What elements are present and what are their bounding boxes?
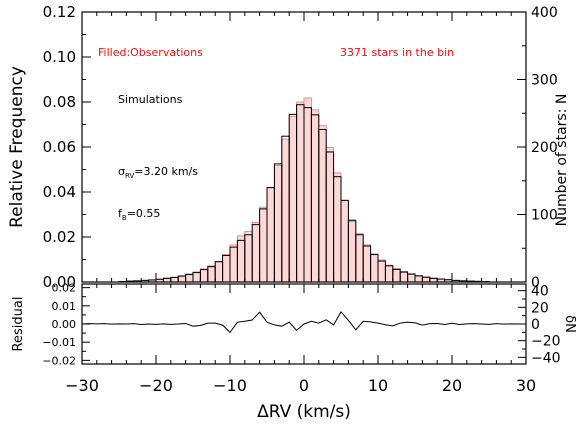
filled-observations-label: Filled:Observations	[98, 46, 203, 59]
observation-bar	[281, 138, 290, 283]
bottom-ticks	[81, 284, 527, 364]
delta-n-tick-label: 20	[531, 300, 549, 316]
observation-bar	[192, 271, 201, 283]
observation-bar	[288, 116, 298, 283]
y-tick-label: 0.06	[43, 138, 76, 156]
observation-bar	[303, 97, 312, 283]
y-axis-title: Relative Frequency	[7, 66, 27, 228]
sigma-subscript: RV	[125, 172, 134, 180]
top-ticks	[81, 11, 527, 283]
x-tick-label: 0	[299, 376, 309, 395]
y2-tick-label: 400	[531, 5, 558, 21]
observation-bar	[199, 268, 209, 283]
observation-bar	[407, 273, 416, 283]
observation-bar	[273, 165, 283, 283]
top-y2-tick-labels: 0 100 200 300 400	[531, 5, 558, 291]
observation-bar	[362, 244, 372, 283]
observation-bar	[340, 200, 349, 283]
y2-axis-title: Number of stars: N	[554, 94, 570, 227]
y-tick-label: 0.08	[43, 93, 76, 111]
observation-bar	[296, 101, 305, 283]
observation-bar	[377, 259, 386, 283]
observation-bar	[229, 244, 238, 283]
x-tick-label: −20	[139, 376, 173, 395]
observation-bar	[325, 147, 335, 283]
sigma-rv-label: σRV=3.20 km/s	[118, 165, 198, 180]
observation-bar	[222, 254, 231, 283]
observation-bar	[392, 268, 401, 283]
observation-bar	[347, 219, 357, 283]
top-y-tick-labels: 0.00 0.02 0.04 0.06 0.08 0.10 0.12	[43, 3, 76, 291]
y-tick-label: 0.00	[43, 273, 76, 291]
y2-tick-label: 0	[531, 275, 540, 291]
delta-n-tick-label: −40	[531, 350, 561, 366]
delta-n-tick-label: 0	[531, 317, 540, 333]
sigma-value: =3.20 km/s	[134, 165, 198, 178]
observation-bar	[244, 230, 253, 283]
delta-n-tick-label: −20	[531, 334, 561, 350]
top-panel: 0.00 0.02 0.04 0.06 0.08 0.10 0.12 0 100 200 300 4…	[7, 3, 570, 291]
x-tick-label: −30	[65, 376, 99, 395]
observation-bar	[251, 221, 260, 283]
simulations-label: Simulations	[118, 93, 183, 106]
x-axis-title: ΔRV (km/s)	[257, 402, 351, 422]
observation-bar	[355, 233, 364, 283]
observation-bar	[333, 172, 342, 283]
delta-n-axis-title: δN	[562, 315, 577, 333]
fb-subscript: B	[122, 214, 127, 222]
bottom-y-tick-labels: 0.02 0.01 0.00 −0.01 −0.02	[42, 282, 76, 368]
x-tick-label: 30	[516, 376, 536, 395]
star-count-label: 3371 stars in the bin	[340, 46, 454, 59]
delta-n-tick-label: 40	[531, 284, 549, 300]
observation-bar	[214, 260, 223, 283]
residual-line	[81, 310, 526, 334]
y-tick-label: 0.02	[43, 228, 76, 246]
x-tick-label: −10	[213, 376, 247, 395]
x-tick-label: 20	[442, 376, 462, 395]
y2-tick-label: 200	[531, 140, 558, 156]
observation-bar	[266, 187, 275, 283]
observation-bar	[185, 273, 194, 283]
observation-bar	[207, 265, 216, 283]
y2-tick-label: 300	[531, 73, 558, 89]
observation-bar	[370, 253, 379, 283]
fb-symbol: f	[118, 207, 123, 220]
x-tick-label: 10	[368, 376, 388, 395]
y-tick-label: 0.12	[43, 3, 76, 21]
residual-axis-title: Residual	[11, 297, 26, 352]
residual-tick-label: 0.02	[52, 282, 77, 295]
y-tick-label: 0.04	[43, 183, 76, 201]
observation-bar	[414, 275, 423, 283]
fb-label: fB=0.55	[118, 207, 160, 222]
simulation-outline	[118, 104, 490, 283]
fb-value: =0.55	[127, 207, 161, 220]
y2-tick-label: 100	[531, 208, 558, 224]
residual-tick-label: −0.02	[42, 354, 76, 367]
observation-bar	[399, 271, 409, 283]
observation-bar	[259, 206, 268, 283]
observation-bar	[310, 109, 320, 283]
observation-bar	[384, 264, 394, 283]
residual-tick-label: 0.01	[52, 300, 77, 313]
y-tick-label: 0.10	[43, 48, 76, 66]
observation-bar	[236, 235, 246, 283]
observation-bar	[318, 125, 327, 283]
residual-tick-label: −0.01	[42, 336, 76, 349]
residual-tick-label: 0.00	[52, 318, 77, 331]
sigma-symbol: σ	[118, 165, 125, 178]
x-tick-labels: −30 −20 −10 0 10 20 30	[65, 376, 536, 395]
